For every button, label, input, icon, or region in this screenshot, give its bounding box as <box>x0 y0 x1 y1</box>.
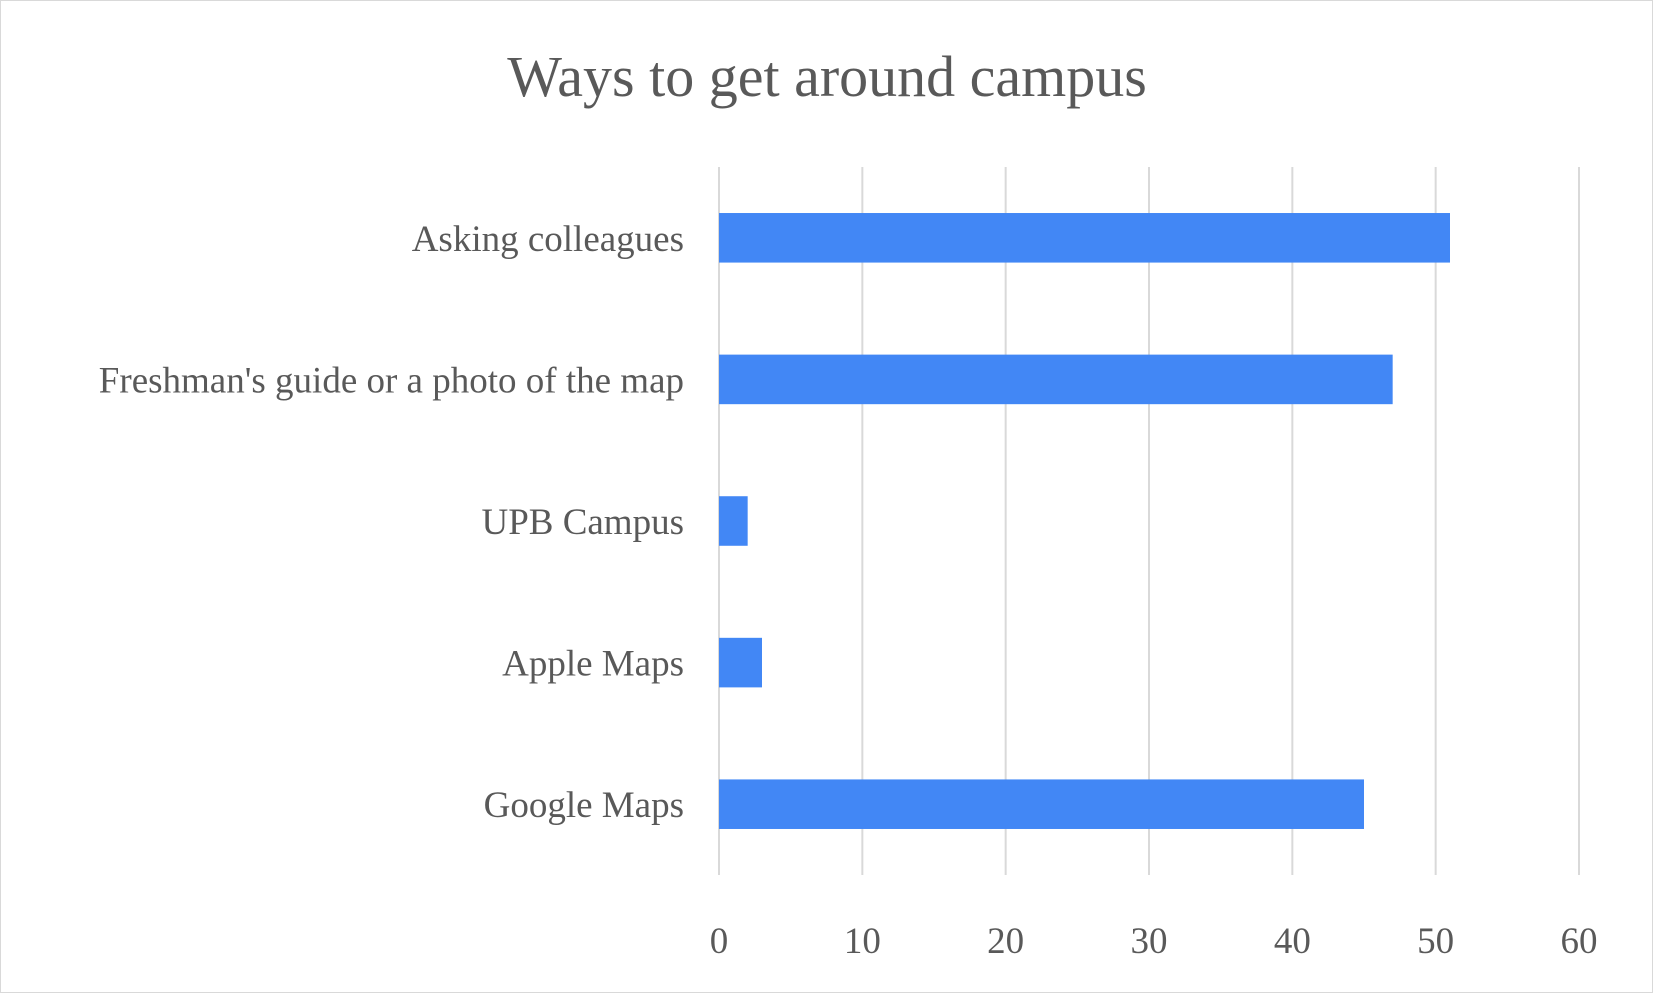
x-tick-label: 10 <box>844 921 881 962</box>
category-label: Asking colleagues <box>412 219 684 260</box>
x-tick-label: 60 <box>1561 921 1598 962</box>
x-tick-label: 30 <box>1131 921 1168 962</box>
category-labels: Google Maps Apple Maps UPB Campus Freshman'… <box>99 219 684 826</box>
bar <box>719 637 762 688</box>
bar <box>719 496 748 546</box>
x-tick-label: 40 <box>1274 921 1311 962</box>
category-label: Freshman's guide or a photo of the map <box>99 360 684 401</box>
x-tick-label: 50 <box>1417 921 1454 962</box>
category-label: UPB Campus <box>481 502 684 543</box>
bar <box>719 213 1450 263</box>
x-axis-tick-labels: 0 10 20 30 40 50 60 <box>710 921 1598 962</box>
bar <box>719 354 1393 405</box>
x-tick-label: 20 <box>987 921 1024 962</box>
category-label: Google Maps <box>484 785 684 826</box>
category-label: Apple Maps <box>502 644 684 685</box>
x-tick-label: 0 <box>710 921 729 962</box>
bars <box>719 213 1450 829</box>
chart-title: Ways to get around campus <box>507 44 1147 109</box>
bar <box>719 779 1364 829</box>
gridlines <box>718 167 1580 875</box>
